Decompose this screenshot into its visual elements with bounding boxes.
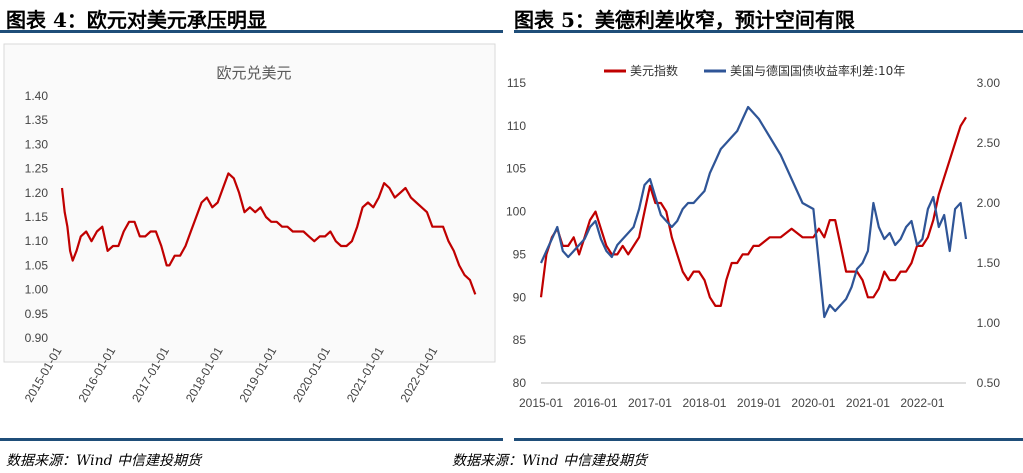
legend-label-dxy: 美元指数 [630,63,678,78]
y-tick-label: 1.20 [25,186,49,200]
y-tick-label: 1.40 [25,89,49,103]
y-right-tick-label: 1.50 [977,256,1001,270]
top-divider-right [514,30,1023,33]
x-tick-label: 2015-01 [519,396,563,410]
y-left-tick-label: 100 [506,205,526,219]
top-divider-left [0,30,503,33]
x-tick-label: 2017-01 [628,396,672,410]
y-right-tick-label: 3.00 [977,76,1001,90]
y-left-tick-label: 105 [506,162,526,176]
x-tick-label: 2022-01 [900,396,944,410]
figure5-title: 图表 5：美德利差收窄，预计空间有限 [514,8,855,32]
y-tick-label: 0.95 [25,307,49,321]
y-tick-label: 1.15 [25,210,49,224]
y-left-tick-label: 110 [507,119,526,133]
chart-title: 欧元兑美元 [216,64,291,82]
y-left-tick-label: 90 [513,290,527,304]
spread-line [539,105,968,319]
y-tick-label: 1.25 [25,162,49,176]
y-tick-label: 1.05 [25,258,49,272]
x-tick-label: 2016-01 [573,396,617,410]
y-tick-label: 1.00 [25,283,49,297]
figure5-source: 数据来源：Wind 中信建投期货 [452,453,648,469]
x-tick-label: 2020-01 [791,396,835,410]
y-tick-label: 1.35 [25,113,49,127]
y-tick-label: 1.10 [25,234,49,248]
y-right-tick-label: 2.00 [977,196,1001,210]
y-tick-label: 1.30 [25,137,49,151]
x-tick-label: 2021-01 [846,396,890,410]
figure4-source: 数据来源：Wind 中信建投期货 [6,453,202,469]
y-right-tick-label: 1.00 [977,316,1001,330]
x-tick-label: 2018-01 [682,396,726,410]
y-right-tick-label: 2.50 [977,136,1001,150]
y-left-tick-label: 80 [513,376,527,390]
y-right-tick-label: 0.50 [977,376,1001,390]
eurusd-chart: 欧元兑美元 0.90 0.95 1.00 1.05 1.10 1.15 1.20 1.25 1.3… [3,43,496,405]
dxy-line [539,116,967,307]
bottom-divider-left [0,438,503,441]
dxy-spread-chart: 80 85 90 95 100 105 110 115 0.50 1.00 1.50 2.00 2.50… [506,63,1001,410]
y-tick-label: 0.90 [25,331,49,345]
legend-label-spread: 美国与德国国债收益率利差:10年 [730,63,905,78]
figure4-title: 图表 4：欧元对美元承压明显 [6,8,267,32]
bottom-divider-right [514,438,1023,441]
x-tick-label: 2019-01 [737,396,781,410]
eurusd-line [60,172,477,295]
y-left-tick-label: 115 [507,76,526,90]
y-left-tick-label: 85 [513,333,527,347]
chart-area [3,43,496,363]
y-left-tick-label: 95 [513,247,527,261]
